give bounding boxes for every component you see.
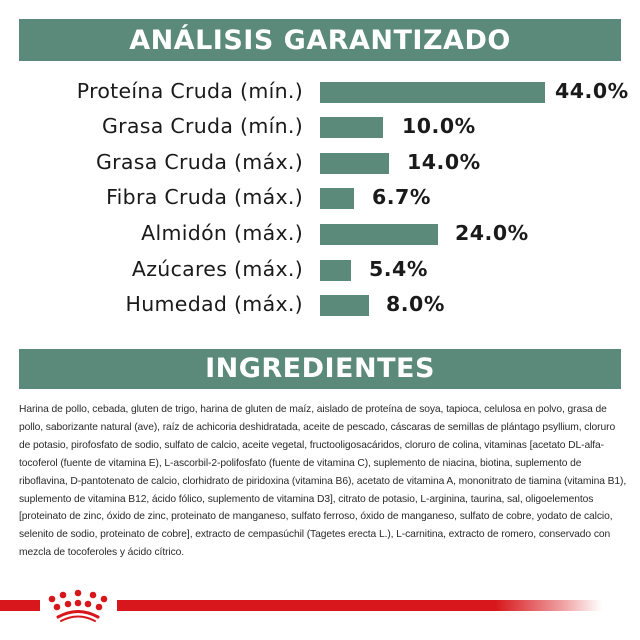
row-label: Proteína Cruda (mín.) (76, 79, 303, 103)
chart-row: Azúcares (máx.) 5.4% (0, 257, 640, 282)
bar (320, 188, 354, 209)
row-label: Almidón (máx.) (141, 221, 303, 245)
chart-row: Grasa Cruda (máx.) 14.0% (0, 150, 640, 175)
row-value: 5.4% (369, 257, 428, 281)
chart-row: Almidón (máx.) 24.0% (0, 221, 640, 246)
bar (320, 260, 351, 281)
row-value: 8.0% (386, 292, 445, 316)
bar (320, 82, 545, 103)
row-label: Fibra Cruda (máx.) (106, 185, 303, 209)
row-label: Grasa Cruda (máx.) (95, 150, 303, 174)
chart-row: Grasa Cruda (mín.) 10.0% (0, 114, 640, 139)
crown-icon (48, 589, 108, 622)
bar (320, 295, 369, 316)
ingredients-text: Harina de pollo, cebada, gluten de trigo… (19, 404, 627, 559)
row-value: 6.7% (372, 185, 431, 209)
bar (320, 153, 389, 174)
chart-row: Fibra Cruda (máx.) 6.7% (0, 185, 640, 210)
analysis-title: ANÁLISIS GARANTIZADO (19, 19, 621, 61)
ingredients-title: INGREDIENTES (19, 349, 621, 389)
row-value: 44.0% (555, 79, 629, 103)
bar (320, 117, 383, 138)
brand-stripe-right (117, 600, 602, 611)
row-label: Grasa Cruda (mín.) (101, 114, 303, 138)
row-label: Humedad (máx.) (125, 292, 303, 316)
row-label: Azúcares (máx.) (131, 257, 303, 281)
chart-row: Proteína Cruda (mín.) 44.0% (0, 79, 640, 104)
chart-row: Humedad (máx.) 8.0% (0, 292, 640, 317)
bar (320, 224, 438, 245)
brand-stripe-left (0, 600, 40, 611)
row-value: 24.0% (455, 221, 529, 245)
row-value: 14.0% (407, 150, 481, 174)
row-value: 10.0% (402, 114, 476, 138)
